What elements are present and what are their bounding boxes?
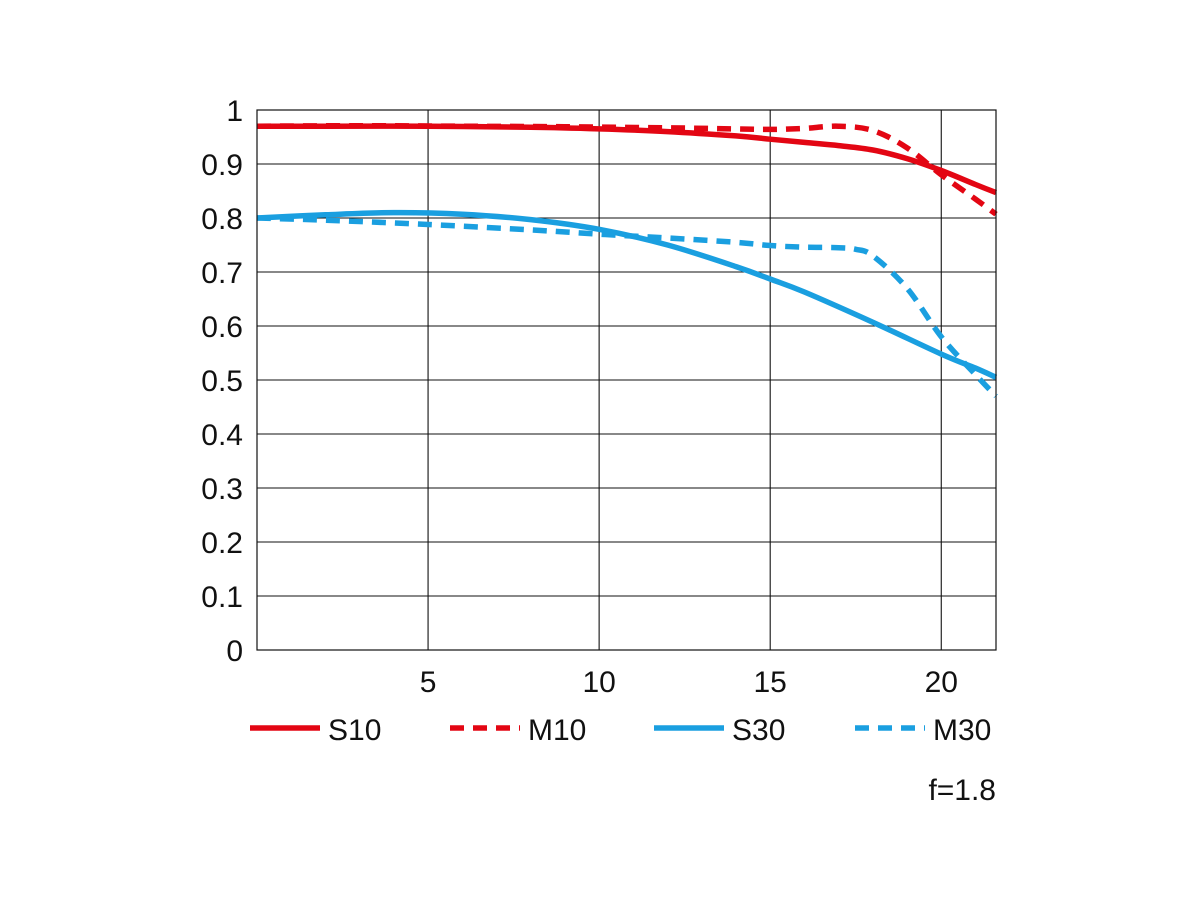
legend-item-m30: M30 <box>855 714 991 747</box>
x-tick-label: 10 <box>582 666 615 699</box>
y-tick-label: 0.5 <box>201 365 243 398</box>
series-lines <box>256 122 998 399</box>
y-tick-label: 0.6 <box>201 311 243 344</box>
legend-item-s30: S30 <box>654 714 785 747</box>
legend-label: M10 <box>528 714 586 747</box>
y-axis-ticks: 0 0.1 0.2 0.3 0.4 0.5 0.6 0.7 0.8 0.9 1 <box>201 95 243 668</box>
legend-item-m10: M10 <box>450 714 586 747</box>
x-tick-label: 15 <box>754 666 787 699</box>
plot-frame <box>256 109 997 651</box>
y-tick-label: 0.9 <box>201 149 243 182</box>
y-tick-label: 0.3 <box>201 473 243 506</box>
y-tick-label: 0.4 <box>201 419 243 452</box>
legend-label: M30 <box>933 714 991 747</box>
legend: S10 M10 S30 M30 <box>250 714 991 747</box>
grid-lines <box>257 109 996 651</box>
y-tick-label: 0 <box>226 635 243 668</box>
y-tick-label: 0.1 <box>201 581 243 614</box>
y-tick-label: 0.8 <box>201 203 243 236</box>
x-tick-label: 5 <box>420 666 437 699</box>
x-tick-label: 20 <box>925 666 958 699</box>
legend-label: S30 <box>732 714 785 747</box>
series-line-m30 <box>256 215 998 399</box>
y-tick-label: 0.2 <box>201 527 243 560</box>
y-tick-label: 1 <box>226 95 243 128</box>
series-line-m10 <box>256 122 998 217</box>
legend-label: S10 <box>328 714 381 747</box>
series-line-s30 <box>256 209 998 380</box>
legend-item-s10: S10 <box>250 714 381 747</box>
y-tick-label: 0.7 <box>201 257 243 290</box>
x-axis-ticks: 5 10 15 20 <box>420 666 958 699</box>
aperture-note: f=1.8 <box>928 774 996 807</box>
